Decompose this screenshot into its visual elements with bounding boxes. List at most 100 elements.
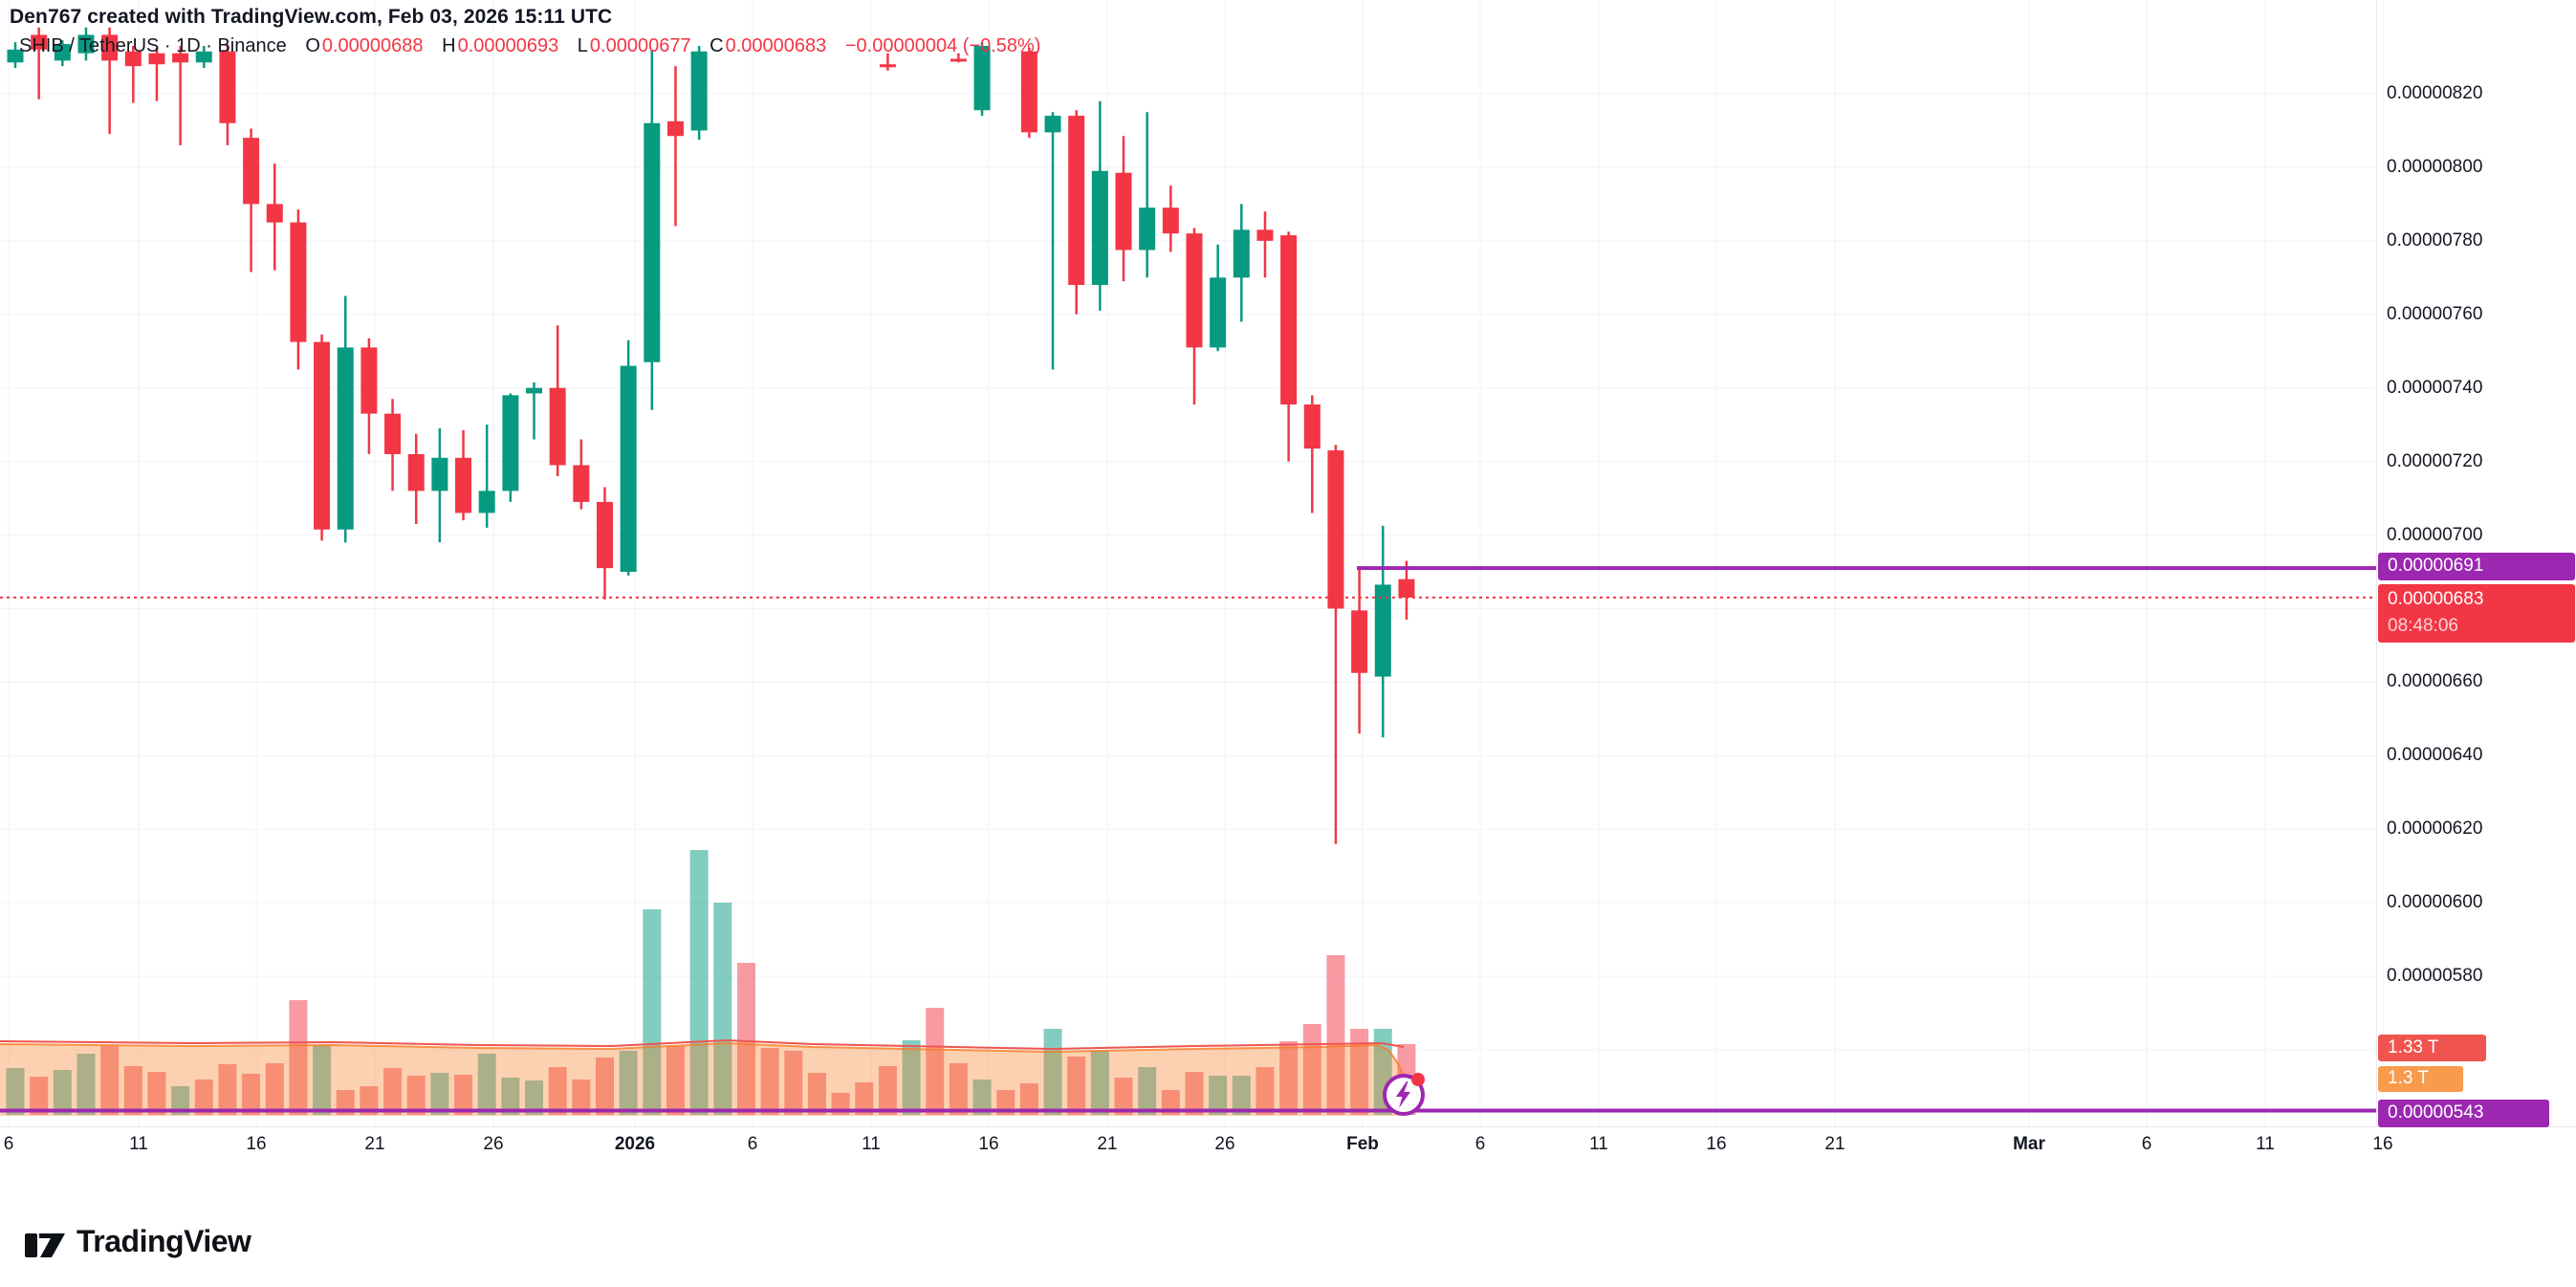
candle-body (1020, 51, 1037, 133)
time-tick-label: 21 (1824, 1134, 1845, 1154)
current-price-value: 0.00000683 (2388, 589, 2484, 609)
volume-bar (406, 1076, 426, 1115)
volume-bar (689, 850, 709, 1115)
volume-bar (760, 1048, 779, 1115)
candle-body (148, 53, 165, 65)
candle-body (1398, 578, 1415, 598)
price-tick-label: 0.00000580 (2387, 966, 2483, 987)
candle-body (314, 341, 331, 530)
tradingview-logo[interactable]: TradingView (25, 1224, 251, 1259)
volume-bar (548, 1067, 567, 1115)
time-tick-label: 11 (1589, 1134, 1608, 1154)
candle-body (54, 44, 71, 61)
volume-bar (878, 1066, 897, 1115)
candle-body (1374, 584, 1391, 677)
candle-body (360, 347, 378, 414)
time-tick-label: 6 (1474, 1134, 1486, 1154)
volume-bar (242, 1074, 261, 1115)
candle-body (502, 395, 519, 491)
volume-bar (454, 1075, 473, 1115)
volume-bar (171, 1086, 190, 1115)
candle-body (1044, 116, 1061, 133)
time-tick-label: 6 (747, 1134, 758, 1154)
volume-bar (855, 1082, 874, 1115)
candle-body (666, 120, 684, 137)
volume-bar (1232, 1076, 1251, 1115)
bar-countdown: 08:48:06 (2388, 616, 2458, 636)
candle-body (879, 64, 896, 68)
time-tick-label: Feb (1346, 1134, 1379, 1154)
volume-bar (53, 1070, 72, 1115)
time-tick-label: 16 (2372, 1134, 2393, 1154)
candle-body (644, 122, 661, 362)
volume-bar (1279, 1041, 1299, 1115)
supply-orange-label: 1.3 T (2378, 1066, 2463, 1092)
chart-legend[interactable]: SHIB / TetherUS · 1D · Binance O 0.000006… (19, 35, 1040, 57)
supply-area-edge (0, 1041, 1407, 1091)
candle-body (1280, 235, 1298, 405)
candle-body (573, 465, 590, 502)
candle-body (973, 45, 991, 111)
volume-bar (1326, 955, 1345, 1115)
volume-bar (1209, 1076, 1228, 1115)
candle-body (431, 457, 448, 491)
high-label: H (442, 35, 456, 56)
price-tick-label: 0.00000760 (2387, 303, 2483, 324)
candle-body (1091, 170, 1108, 286)
time-tick-label: 11 (2256, 1134, 2275, 1154)
volume-bar (383, 1068, 403, 1115)
volume-bar (1067, 1057, 1086, 1115)
candle-body (77, 34, 95, 54)
volume-bar (902, 1040, 921, 1115)
candle-body (597, 501, 613, 569)
flash-drawing-icon[interactable] (1383, 1073, 1425, 1116)
support-price-label: 0.00000543 (2378, 1100, 2549, 1127)
volume-bar (1350, 1029, 1369, 1115)
volume-bar (596, 1058, 614, 1115)
supply-red-label: 1.33 T (2378, 1035, 2486, 1061)
time-tick-label: 26 (1214, 1134, 1235, 1154)
price-tick-label: 0.00000720 (2387, 450, 2483, 471)
time-tick-label: 11 (862, 1134, 881, 1154)
high-value: 0.00000693 (457, 35, 559, 56)
volume-bar (713, 903, 732, 1115)
volume-bar (289, 1000, 308, 1115)
volume-bar (666, 1046, 685, 1115)
open-value: 0.00000688 (321, 35, 424, 56)
time-tick-label: 2026 (614, 1134, 656, 1154)
candle-body (1186, 233, 1203, 348)
candle-body (620, 365, 637, 573)
candle-body (1351, 610, 1368, 673)
candle-body (526, 387, 543, 394)
time-tick-label: 21 (364, 1134, 385, 1154)
candle-body (690, 51, 708, 131)
candle-body (384, 413, 402, 454)
volume-bar (6, 1068, 25, 1115)
candle-body (1210, 277, 1227, 348)
time-tick-label: 16 (1706, 1134, 1727, 1154)
candle-body (31, 34, 48, 50)
candle-body (172, 53, 189, 63)
candle-body (101, 34, 119, 61)
candle-body (290, 222, 307, 342)
candle-body (1256, 229, 1274, 241)
tradingview-logo-text: TradingView (76, 1224, 251, 1258)
candle-body (266, 204, 283, 223)
volume-bar (360, 1086, 379, 1115)
low-value: 0.00000677 (589, 35, 691, 56)
candle-body (243, 138, 260, 205)
price-tick-label: 0.00000620 (2387, 818, 2483, 840)
candle-body (124, 51, 142, 67)
volume-bar (643, 909, 662, 1115)
price-tick-label: 0.00000740 (2387, 377, 2483, 398)
price-tick-label: 0.00000820 (2387, 83, 2483, 103)
price-tick-label: 0.00000660 (2387, 671, 2483, 692)
volume-bar (1114, 1078, 1133, 1115)
volume-bar (194, 1080, 213, 1115)
time-tick-label: 16 (978, 1134, 999, 1154)
volume-bar (972, 1080, 992, 1115)
volume-bar (736, 963, 755, 1115)
price-tick-label: 0.00000800 (2387, 156, 2483, 177)
